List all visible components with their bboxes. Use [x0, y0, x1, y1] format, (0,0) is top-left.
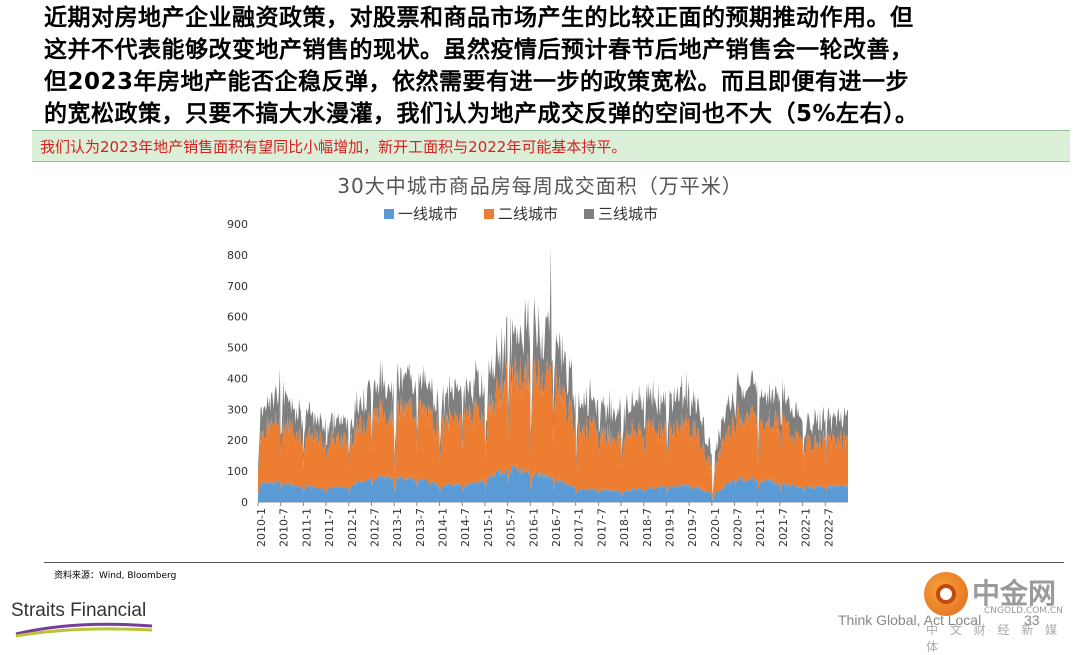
x-tick-label: 2020-7: [732, 508, 745, 547]
stacked-area-chart: 0 100 200 300 400 500 600 700 800 900 2010-1 2010-7…: [227, 218, 848, 547]
highlight-banner: 我们认为2023年地产销售面积有望同比小幅增加，新开工面积与2022年可能基本持…: [32, 130, 1070, 162]
y-tick-label: 400: [227, 372, 248, 385]
chart-legend: 一线城市 二线城市 三线城市: [384, 203, 658, 224]
x-tick-label: 2022-7: [822, 508, 835, 547]
x-tick-label: 2021-1: [754, 508, 767, 547]
x-tick-label: 2011-1: [300, 508, 313, 547]
x-tick-label: 2011-7: [323, 508, 336, 547]
legend-item-tier1: 一线城市: [384, 203, 458, 224]
watermark-name: 中金网: [972, 577, 1057, 610]
legend-label-tier2: 二线城市: [498, 205, 559, 223]
legend-swatch-tier1: [384, 208, 394, 219]
y-tick-label: 600: [227, 311, 248, 324]
legend-label-tier1: 一线城市: [398, 205, 459, 223]
x-tick-label: 2018-7: [641, 508, 654, 547]
x-tick-label: 2016-7: [550, 508, 563, 547]
brand-logo-text: Straits Financial: [11, 600, 147, 621]
paragraph-line-3: 但2023年房地产能否企稳反弹，依然需要有进一步的政策宽松。而且即便有进一步: [44, 69, 910, 95]
x-tick-label: 2019-7: [686, 508, 699, 547]
x-tick-label: 2022-1: [800, 508, 813, 547]
x-tick-label: 2014-7: [459, 508, 472, 547]
source-note: 资料来源：Wind, Bloomberg: [54, 571, 177, 581]
y-tick-label: 0: [241, 496, 248, 509]
brand-swoosh-icon: [15, 622, 153, 638]
x-tick-label: 2017-1: [573, 508, 586, 547]
watermark-logo-icon: [924, 572, 968, 616]
series-area-tier1: [258, 465, 848, 502]
x-tick-label: 2021-7: [777, 508, 790, 547]
chart-title: 30大中城市商品房每周成交面积（万平米）: [337, 174, 743, 198]
source-divider: [44, 562, 1064, 563]
x-tick-label: 2012-7: [368, 508, 381, 547]
y-tick-label: 200: [227, 434, 248, 447]
legend-item-tier3: 三线城市: [584, 203, 658, 224]
y-tick-label: 500: [227, 342, 248, 355]
footer-tagline: Think Global, Act Local: [838, 612, 982, 628]
y-tick-label: 300: [227, 403, 248, 416]
legend-swatch-tier2: [484, 208, 495, 219]
x-tick-label: 2010-7: [278, 508, 291, 547]
paragraph-line-1: 近期对房地产企业融资政策，对股票和商品市场产生的比较正面的预期推动作用。但: [44, 5, 914, 31]
x-tick-label: 2013-1: [391, 508, 404, 547]
x-tick-label: 2015-7: [505, 508, 518, 547]
x-tick-label: 2019-1: [663, 508, 676, 547]
watermark-url: CNGOLD.COM.CN: [984, 606, 1063, 616]
x-tick-label: 2015-1: [482, 508, 495, 547]
x-tick-label: 2010-1: [255, 508, 268, 547]
legend-label-tier3: 三线城市: [598, 205, 659, 223]
y-tick-label: 900: [227, 218, 248, 231]
y-tick-label: 100: [227, 465, 248, 478]
page-number: 33: [1024, 612, 1040, 628]
legend-item-tier2: 二线城市: [484, 203, 558, 224]
highlight-text: 我们认为2023年地产销售面积有望同比小幅增加，新开工面积与2022年可能基本持…: [40, 138, 627, 156]
y-tick-label: 800: [227, 249, 248, 262]
series-area-tier3: [258, 245, 848, 498]
x-tick-label: 2017-7: [595, 508, 608, 547]
paragraph-line-4: 的宽松政策，只要不搞大水漫灌，我们认为地产成交反弹的空间也不大（5%左右）。: [44, 101, 919, 127]
x-tick-label: 2020-1: [709, 508, 722, 547]
x-tick-label: 2016-1: [527, 508, 540, 547]
series-area-tier2: [258, 353, 848, 501]
intro-paragraph: 近期对房地产企业融资政策，对股票和商品市场产生的比较正面的预期推动作用。但 这并…: [44, 2, 1074, 130]
y-tick-label: 700: [227, 280, 248, 293]
x-tick-label: 2012-1: [346, 508, 359, 547]
watermark-subtitle: 中 文 财 经 新 媒 体: [926, 623, 1062, 654]
x-tick-label: 2018-1: [618, 508, 631, 547]
x-tick-label: 2013-7: [414, 508, 427, 547]
x-tick-label: 2014-1: [437, 508, 450, 547]
legend-swatch-tier3: [584, 208, 595, 219]
paragraph-line-2: 这并不代表能够改变地产销售的现状。虽然疫情后预计春节后地产销售会一轮改善，: [44, 37, 914, 63]
